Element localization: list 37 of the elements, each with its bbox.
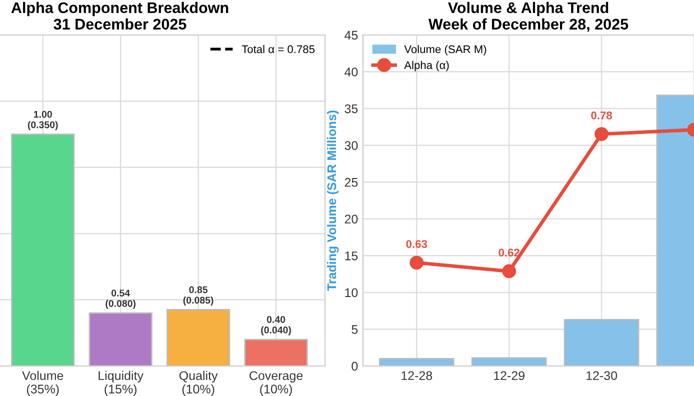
data-label: 0.54 (0.080) xyxy=(106,290,136,309)
x-tick-label: Quality (10%) xyxy=(179,370,218,396)
data-label: 1.00 (0.350) xyxy=(28,110,58,130)
y-tick-label: 45 xyxy=(344,30,358,40)
y-tick-label: 40 xyxy=(344,68,358,76)
y-axis-title: Trading Volume (SAR Millions) xyxy=(326,110,339,291)
y-tick-label: 0 xyxy=(352,362,358,371)
point xyxy=(410,256,424,270)
y-tick-label: 35 xyxy=(344,104,358,114)
x-tick-label: Coverage (10%) xyxy=(250,371,303,396)
bar xyxy=(166,309,230,366)
data-label: 0.40 (0.040) xyxy=(261,316,291,336)
point xyxy=(594,127,608,142)
x-tick-label: 12-28 xyxy=(402,371,432,380)
data-label: 0.85 (0.085) xyxy=(183,286,214,306)
data-label: 0.62 xyxy=(498,248,520,257)
x-tick-label: Liquidity (15%) xyxy=(98,370,144,396)
legend-label: Alpha (α) xyxy=(404,60,449,72)
y-tick-label: 25 xyxy=(344,178,358,187)
y-tick-label: 30 xyxy=(344,141,358,150)
x-tick-label: 12-30 xyxy=(586,371,618,380)
y-tick-label: 10 xyxy=(345,288,358,298)
legend-label: Volume (SAR M) xyxy=(404,45,486,56)
annotation: Total α = 0.785 xyxy=(242,45,315,54)
x-tick-label: 12-29 xyxy=(494,371,524,380)
data-label: 0.63 xyxy=(406,240,428,248)
chart-title: Volume & Alpha Trend Week of December 28, 2025 xyxy=(428,2,628,32)
y-tick-label: 20 xyxy=(344,214,358,224)
bar xyxy=(11,134,75,366)
y-tick-label: 5 xyxy=(352,325,358,334)
x-tick-label: Volume (35%) xyxy=(22,370,64,396)
y-tick-label: 15 xyxy=(345,252,358,260)
bar xyxy=(88,312,152,366)
point xyxy=(502,264,516,278)
data-label: 0.78 xyxy=(591,111,612,120)
bar xyxy=(244,338,308,366)
chart-title: Alpha Component Breakdown 31 December 2025 xyxy=(11,2,228,30)
